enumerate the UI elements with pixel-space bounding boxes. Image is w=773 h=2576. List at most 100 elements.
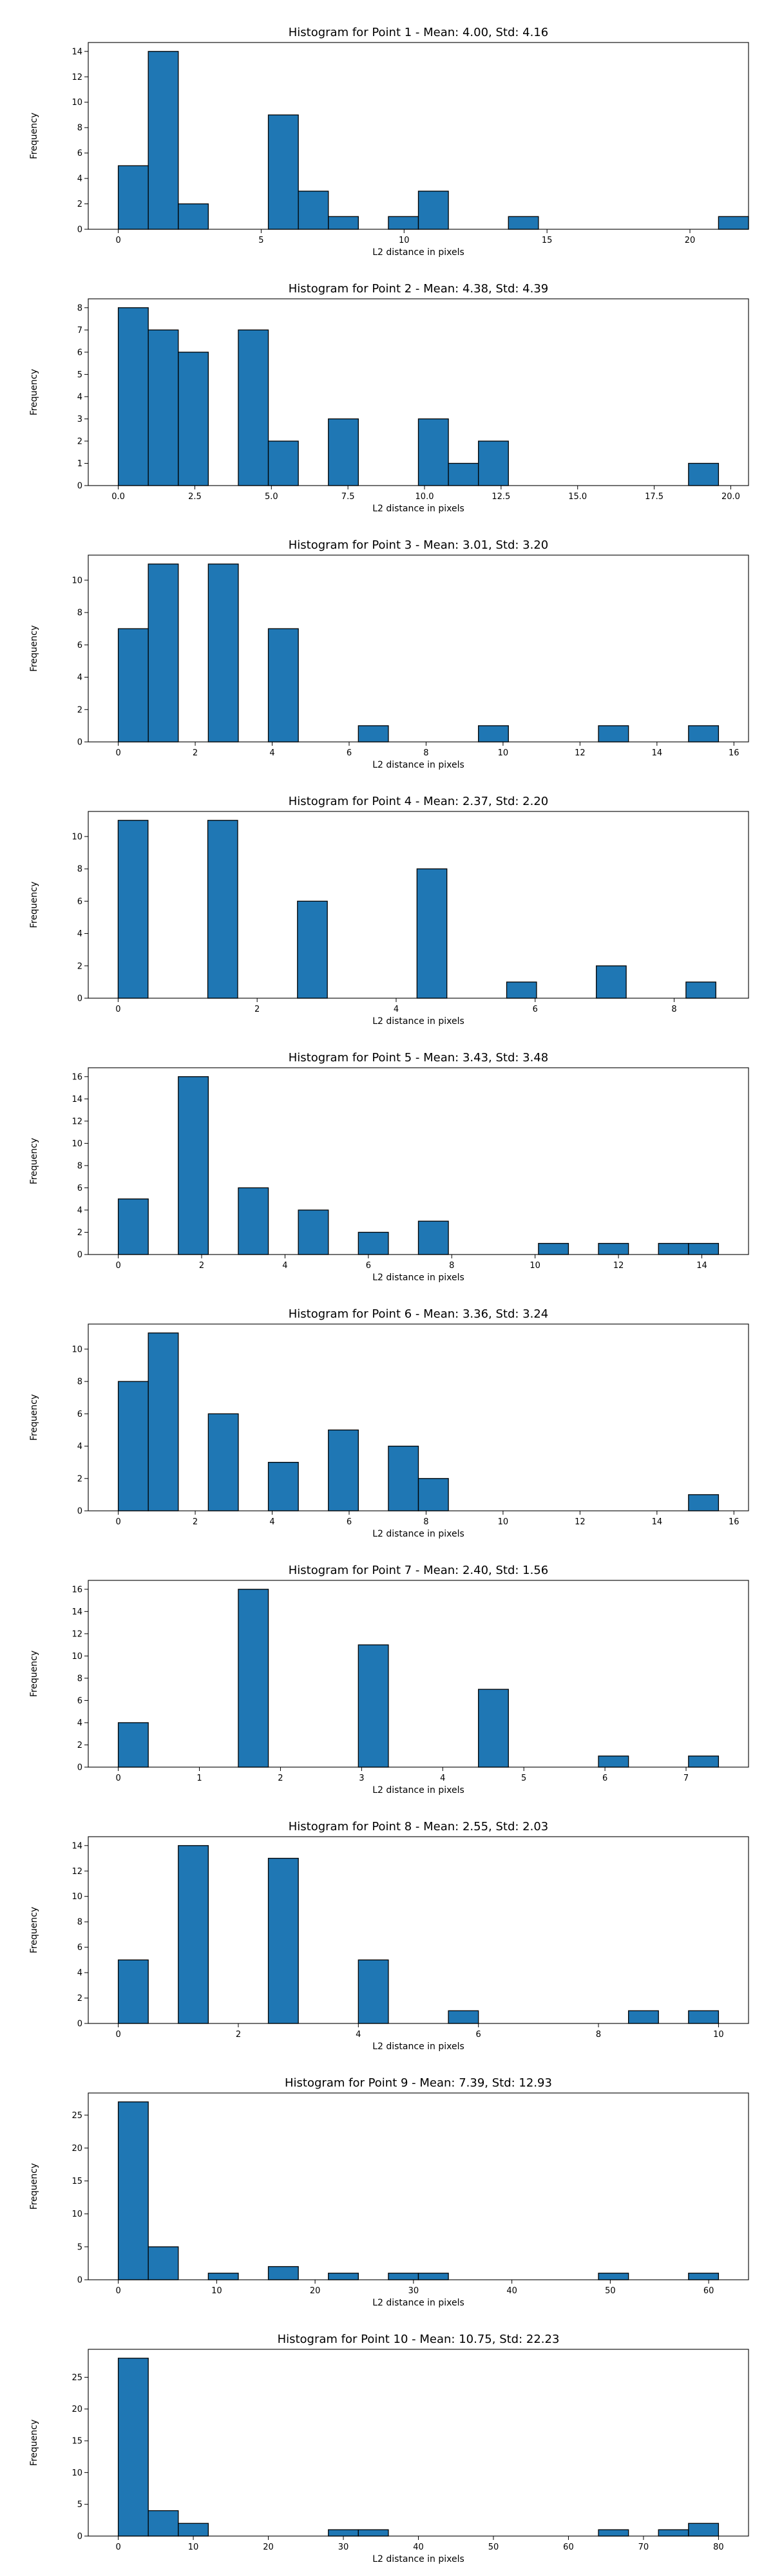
histogram-bar [148,564,179,743]
y-tick-label: 0 [77,482,82,491]
x-tick-label: 5 [521,1774,526,1783]
y-tick-label: 8 [77,1918,82,1927]
histogram-bar [148,2510,179,2537]
histogram-bar [416,868,448,999]
x-tick-label: 2 [193,1517,198,1527]
histogram-bar [117,1381,149,1511]
plot-frame [88,1323,749,1511]
x-tick-label: 16 [729,1517,740,1527]
y-tick-label: 10 [72,1139,82,1149]
x-axis-label: L2 distance in pixels [372,1016,464,1027]
histogram-bar [627,2010,659,2024]
x-tick-label: 0.0 [111,492,125,502]
histogram-bar [506,981,537,999]
y-tick-label: 0 [77,225,82,235]
y-tick-label: 8 [77,124,82,133]
y-tick-label: 6 [77,149,82,158]
y-axis-label: Frequency [29,1651,39,1697]
x-tick-label: 4 [282,1261,287,1271]
y-tick-label: 25 [72,2111,82,2121]
x-tick-label: 50 [488,2543,499,2552]
x-tick-label: 15 [542,236,553,245]
plot-frame [88,1580,749,1768]
x-tick-label: 2 [199,1261,204,1271]
y-tick-label: 1 [77,459,82,469]
x-tick-label: 10 [530,1261,540,1271]
x-tick-label: 0 [115,748,120,758]
histogram-bar [207,1413,239,1511]
x-tick-label: 10.0 [415,492,434,502]
x-tick-label: 10 [498,748,509,758]
y-tick-label: 6 [77,1410,82,1419]
histogram-bar [328,418,359,486]
x-tick-label: 10 [498,1517,509,1527]
x-tick-label: 2 [236,2030,241,2040]
histogram-bar [688,1756,720,1768]
y-tick-label: 14 [72,47,82,57]
x-tick-label: 12 [613,1261,624,1271]
y-tick-label: 12 [72,1867,82,1877]
y-tick-label: 5 [77,2242,82,2252]
y-tick-label: 6 [77,1943,82,1953]
y-tick-label: 16 [72,1072,82,1082]
histogram-bar [328,216,359,230]
y-tick-label: 4 [77,1206,82,1215]
histogram-bar [117,1959,149,2024]
plot-frame [88,2092,749,2280]
x-tick-label: 5.0 [265,492,278,502]
x-tick-label: 3 [359,1774,364,1783]
histogram-bar [267,1857,299,2024]
histogram-bar [598,2273,629,2280]
histogram-bar [178,1845,209,2024]
y-tick-label: 16 [72,1585,82,1595]
y-axis-label: Frequency [29,369,39,415]
x-tick-label: 10 [399,236,410,245]
histogram-bar [688,1494,720,1511]
y-tick-label: 8 [77,303,82,313]
x-tick-label: 2 [254,1005,260,1014]
x-tick-label: 40 [413,2543,424,2552]
y-axis-label: Frequency [29,2163,39,2210]
y-tick-label: 5 [77,2500,82,2510]
histogram-bar [238,1187,269,1255]
y-tick-label: 15 [72,2177,82,2186]
x-axis-label: L2 distance in pixels [372,247,464,258]
y-tick-label: 2 [77,200,82,209]
y-tick-label: 10 [72,1345,82,1354]
x-tick-label: 20 [263,2543,274,2552]
x-tick-label: 2 [278,1774,283,1783]
y-tick-label: 0 [77,1251,82,1260]
histogram-panel-7: Histogram for Point 7 - Mean: 2.40, Std:… [29,1564,749,1795]
histogram-bar [388,216,419,230]
x-tick-label: 8 [423,748,428,758]
y-tick-label: 5 [77,370,82,380]
histogram-bar [117,165,149,230]
chart-title: Histogram for Point 6 - Mean: 3.36, Std:… [289,1307,549,1321]
y-tick-label: 10 [72,832,82,842]
y-axis-label: Frequency [29,2420,39,2466]
x-tick-label: 0 [115,1005,120,1014]
histogram-bar [688,2010,720,2024]
x-tick-label: 2.5 [188,492,202,502]
y-tick-label: 14 [72,1095,82,1104]
y-tick-label: 10 [72,2468,82,2478]
y-tick-label: 20 [72,2405,82,2414]
x-tick-label: 17.5 [645,492,663,502]
histogram-bar [207,2273,239,2280]
x-tick-label: 0 [115,2286,120,2296]
x-tick-label: 10 [713,2030,724,2040]
histogram-bar [298,191,329,230]
histogram-bar [267,628,299,743]
histogram-bar [297,900,328,999]
histogram-bar [658,1243,689,1255]
y-tick-label: 8 [77,1378,82,1387]
y-tick-label: 8 [77,1674,82,1683]
x-tick-label: 0 [115,2030,120,2040]
y-tick-label: 6 [77,348,82,357]
y-tick-label: 10 [72,576,82,585]
y-tick-label: 0 [77,738,82,748]
histogram-bar [478,725,509,743]
histogram-bar [598,725,629,743]
histogram-bar [298,1209,329,1255]
